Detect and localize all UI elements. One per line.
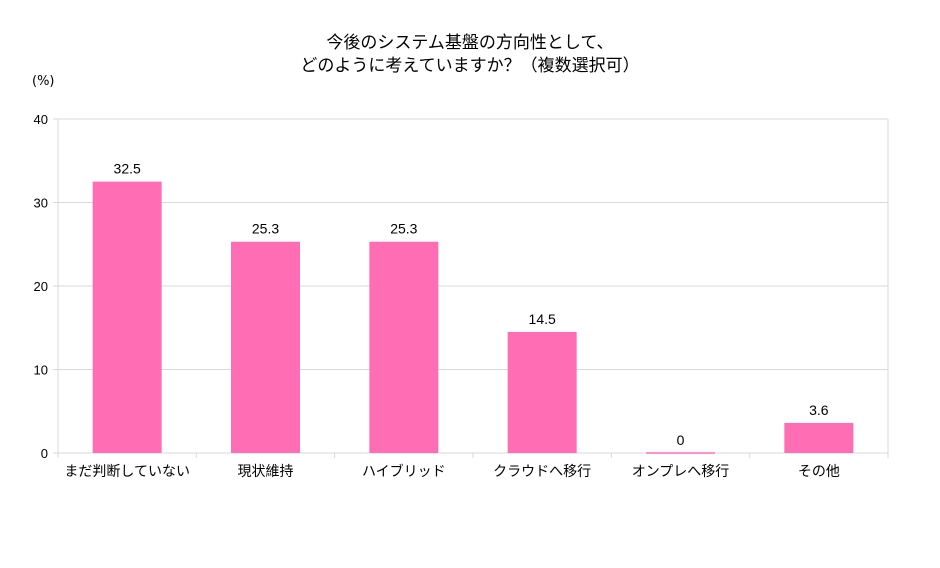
bar xyxy=(369,241,439,453)
bar-value-label: 0 xyxy=(677,432,685,448)
y-tick-label: 20 xyxy=(34,279,48,294)
x-category-label: 現状維持 xyxy=(238,464,294,480)
x-category-label: クラウドへ移行 xyxy=(493,464,591,480)
chart-title-line-1: 今後のシステム基盤の方向性として、 xyxy=(326,33,614,53)
y-tick-label: 0 xyxy=(41,446,48,461)
x-category-label: その他 xyxy=(798,464,840,480)
x-category-label: まだ判断していない xyxy=(64,464,190,480)
y-tick-label: 10 xyxy=(34,363,48,378)
x-category-label: ハイブリッド xyxy=(362,463,446,480)
bar-value-label: 32.5 xyxy=(114,161,141,177)
bar xyxy=(92,181,162,453)
bar-value-label: 14.5 xyxy=(529,311,556,327)
bar-value-label: 25.3 xyxy=(252,221,279,237)
bar-value-label: 3.6 xyxy=(809,402,829,418)
x-category-label: オンプレへ移行 xyxy=(632,464,730,480)
bar xyxy=(231,241,300,453)
y-axis-unit-label: (%) xyxy=(32,74,55,89)
bar xyxy=(507,331,577,453)
y-tick-label: 40 xyxy=(34,112,48,127)
chart-title-line-2: どのように考えていますか？（複数選択可） xyxy=(300,56,640,76)
bar-value-label: 25.3 xyxy=(390,221,417,237)
y-tick-label: 30 xyxy=(34,196,48,211)
bar xyxy=(784,422,854,453)
